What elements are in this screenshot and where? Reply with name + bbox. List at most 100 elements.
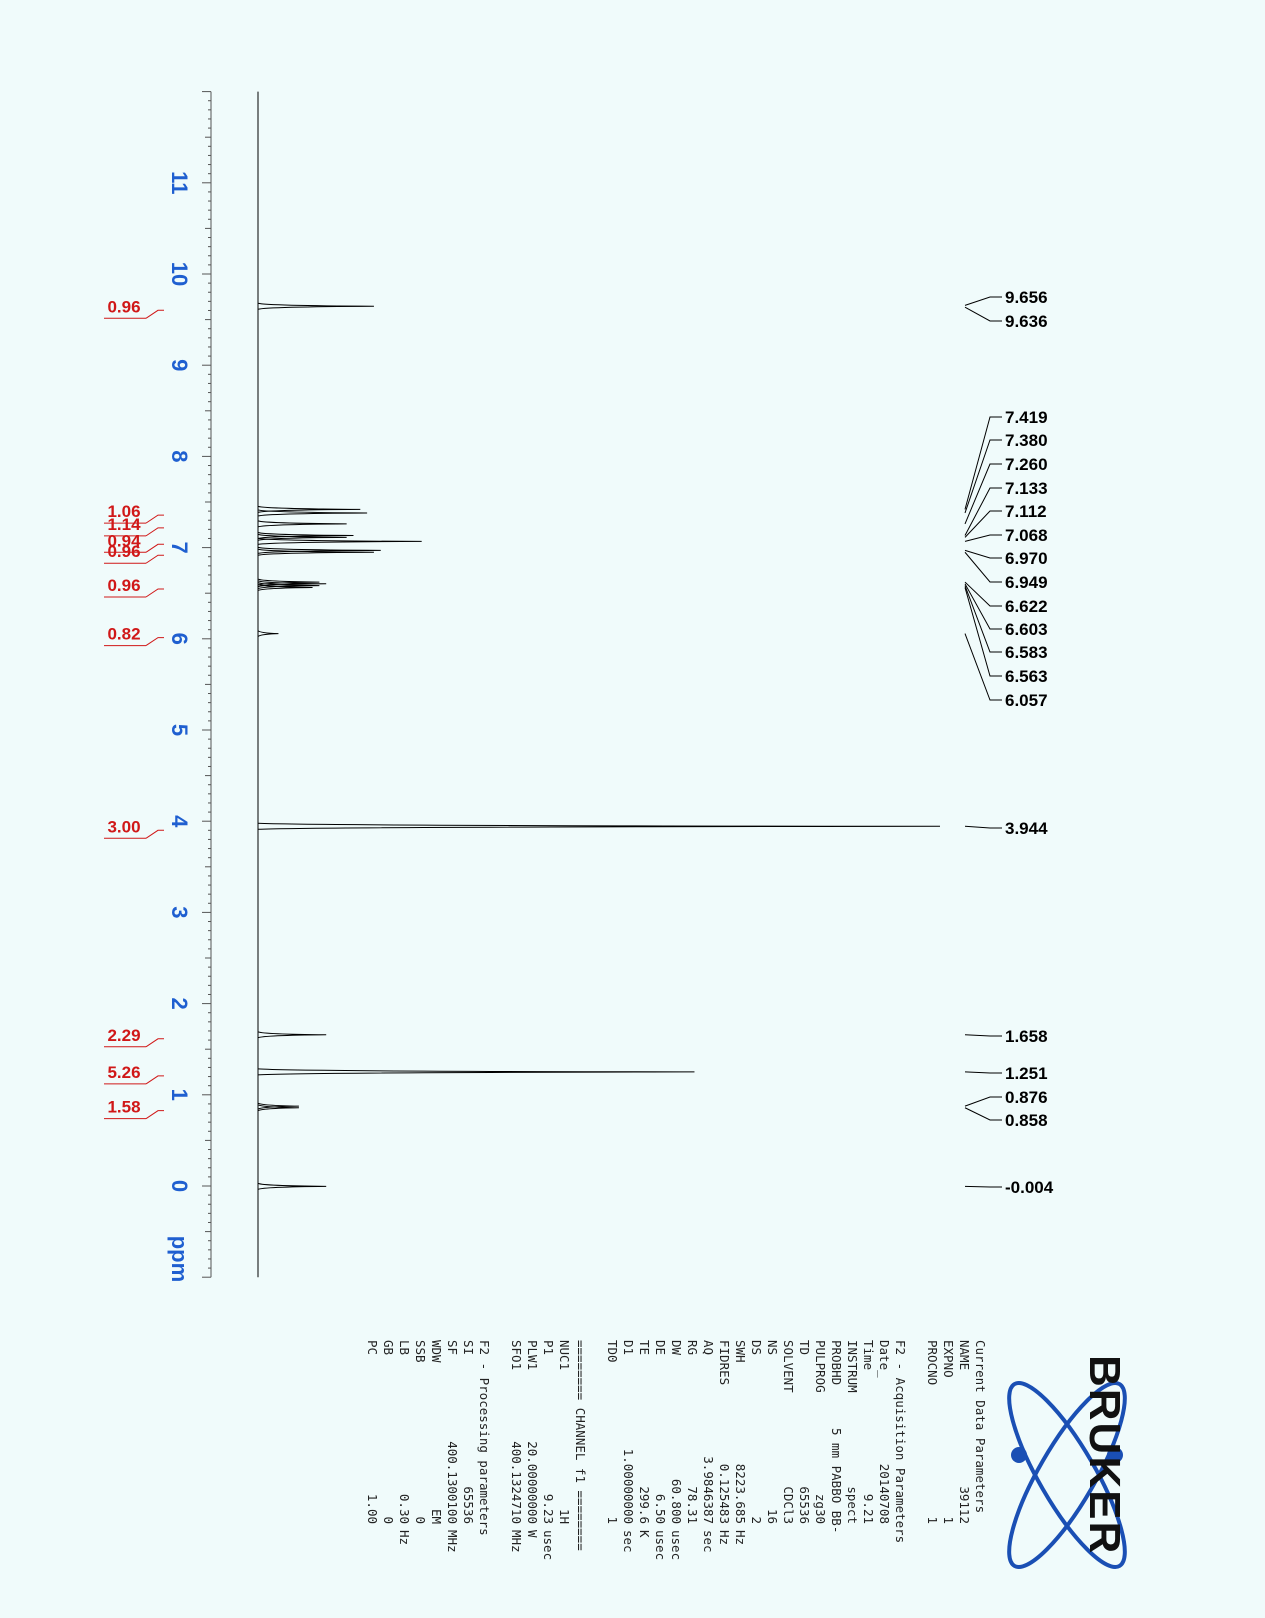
peak-leader-line (964, 551, 1002, 583)
peak-leader-line (964, 463, 1002, 525)
ppm-tick-label: 3 (167, 906, 192, 918)
parameter-key: Date_ (877, 1340, 892, 1378)
parameter-value: 39112 (957, 1486, 972, 1524)
integral-value: 0.96 (107, 576, 140, 595)
ppm-tick-label: 10 (167, 262, 192, 286)
peak-shift-label: 6.970 (1005, 549, 1048, 568)
spectrum-peak (257, 531, 354, 539)
parameter-row: SF 400.1300100 MHz (444, 1340, 460, 1560)
parameter-value: 1.00 (365, 1493, 380, 1524)
peak-shift-label: 7.260 (1005, 455, 1048, 474)
spectrum-peak (257, 520, 347, 528)
parameter-unit: MHz (445, 1530, 460, 1553)
integral-bracket (145, 527, 164, 537)
parameter-row: PROCNO 1 (924, 1340, 940, 1560)
parameter-row: NAME 39112 (956, 1340, 972, 1560)
ppm-tick-label: 6 (167, 633, 192, 645)
peak-leader-line (964, 487, 1002, 536)
ppm-tick-label: 4 (167, 815, 192, 828)
parameter-unit: Hz (717, 1530, 732, 1546)
parameter-value: 6.50 (653, 1493, 668, 1524)
integral-label: 0.94 (104, 531, 164, 553)
peak-shift-label: 0.876 (1005, 1088, 1048, 1107)
integral-label: 1.06 (104, 502, 164, 524)
ppm-tick-label: 9 (167, 359, 192, 371)
integral-label: 0.82 (104, 625, 164, 647)
peak-shift-label: 6.583 (1005, 643, 1048, 662)
spectrum-peak (257, 1031, 327, 1039)
integral-bracket (145, 588, 164, 598)
peak-leader-line (964, 825, 1002, 829)
parameter-key: PROCNO (925, 1340, 940, 1386)
peak-leader-line (964, 633, 1002, 701)
parameter-unit: W (525, 1530, 540, 1538)
peak-leader-line (964, 1107, 1002, 1121)
peak-leader-line (964, 296, 1002, 306)
parameter-row: DW 60.800 usec (668, 1340, 684, 1560)
acquisition-parameters-panel: Current Data Parameters NAME39112 EXPNO1 PR… (364, 1340, 988, 1560)
parameter-unit: usec (669, 1530, 684, 1561)
parameter-row: FIDRES 0.125483 Hz (716, 1340, 732, 1560)
peak-shift-label: 9.656 (1005, 288, 1048, 307)
peak-shift-label: 6.949 (1005, 573, 1048, 592)
integral-value: 1.14 (107, 515, 141, 534)
parameter-value: 5 mm PABBO BB- (829, 1428, 844, 1534)
parameter-row: P1 9.23 usec (540, 1340, 556, 1560)
spectrum-peak (257, 1104, 299, 1112)
parameter-key: TD (797, 1340, 812, 1356)
parameter-value: 1 (925, 1516, 940, 1524)
integral-value: 1.58 (107, 1098, 140, 1117)
parameter-key: P1 (541, 1340, 556, 1356)
peak-leader-line (964, 534, 1002, 542)
parameter-value: 0 (381, 1516, 396, 1524)
parameter-spacer (908, 1340, 924, 1560)
parameter-row: SI 65536 (460, 1340, 476, 1560)
peak-leader-line (964, 1034, 1002, 1037)
peak-leader-line (964, 510, 1002, 538)
spectrum-peak (257, 302, 374, 310)
parameter-key: AQ (701, 1340, 716, 1356)
integral-bracket (145, 514, 164, 524)
parameter-row: PLW1 20.00000000 W (524, 1340, 540, 1560)
ppm-axis (202, 91, 212, 1278)
peak-leader-line (964, 439, 1002, 514)
parameter-row: INSTRUM spect (844, 1340, 860, 1560)
peak-shift-label: 7.133 (1005, 479, 1048, 498)
parameter-key: INSTRUM (845, 1340, 860, 1393)
parameter-key: GB (381, 1340, 396, 1356)
parameter-unit: usec (653, 1530, 668, 1561)
parameter-value: 20140708 (877, 1463, 892, 1524)
bruker-logo: BRUKER (1007, 1355, 1129, 1570)
spectrum-peak (257, 1182, 327, 1190)
integral-bracket (145, 637, 164, 647)
spectrum-peak (257, 822, 941, 830)
parameter-value: 9.21 (861, 1493, 876, 1524)
parameter-key: TE (637, 1340, 652, 1356)
integral-value: 1.06 (107, 502, 140, 521)
integral-labels: 0.961.061.140.940.960.960.823.002.295.26… (104, 297, 164, 1120)
parameter-key: DW (669, 1340, 684, 1356)
parameter-unit: sec (701, 1530, 716, 1553)
parameter-value: 0.30 (397, 1493, 412, 1524)
parameter-value: 8223.685 (733, 1463, 748, 1524)
parameter-row: PULPROG zg30 (812, 1340, 828, 1560)
integral-value: 0.94 (107, 531, 141, 550)
parameter-row: Time 9.21 (860, 1340, 876, 1560)
peak-leader-line (964, 1185, 1002, 1188)
integral-bracket (145, 1075, 164, 1085)
parameter-row: DE 6.50 usec (652, 1340, 668, 1560)
integral-value: 3.00 (107, 817, 140, 836)
parameter-row: GB 0 (380, 1340, 396, 1560)
parameter-value: CDCl3 (781, 1486, 796, 1524)
ppm-tick-label: 0 (167, 1180, 192, 1192)
parameter-key: DE (653, 1340, 668, 1356)
integral-label: 5.26 (104, 1063, 164, 1085)
parameter-value: 1 (941, 1516, 956, 1524)
integral-label: 0.96 (104, 297, 164, 319)
parameter-key: SF (445, 1340, 460, 1356)
peak-shift-label: 7.380 (1005, 431, 1048, 450)
ppm-tick-label: 11 (167, 171, 192, 194)
parameter-key: SSB (413, 1340, 428, 1363)
peak-leader-line (964, 585, 1002, 653)
parameter-key: SOLVENT (781, 1340, 796, 1393)
